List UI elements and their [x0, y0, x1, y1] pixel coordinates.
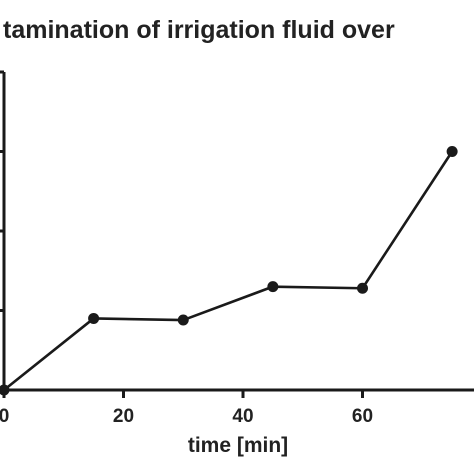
x-tick-label: 0: [0, 406, 9, 427]
data-point: [357, 282, 368, 294]
data-point: [446, 146, 458, 157]
x-axis-label: time [min]: [188, 434, 288, 457]
data-point: [88, 312, 100, 324]
x-tick-label: 20: [113, 406, 134, 427]
x-tick-label: 60: [352, 406, 373, 427]
data-point: [0, 384, 10, 396]
x-tick-label: 40: [232, 406, 253, 427]
series-line: [3, 150, 454, 392]
data-point: [177, 314, 189, 326]
series-group: [0, 146, 458, 396]
axes: [2, 72, 474, 392]
data-point: [267, 281, 279, 293]
chart-title: tamination of irrigation fluid over: [3, 16, 395, 44]
x-ticks: 02040608: [0, 390, 373, 427]
